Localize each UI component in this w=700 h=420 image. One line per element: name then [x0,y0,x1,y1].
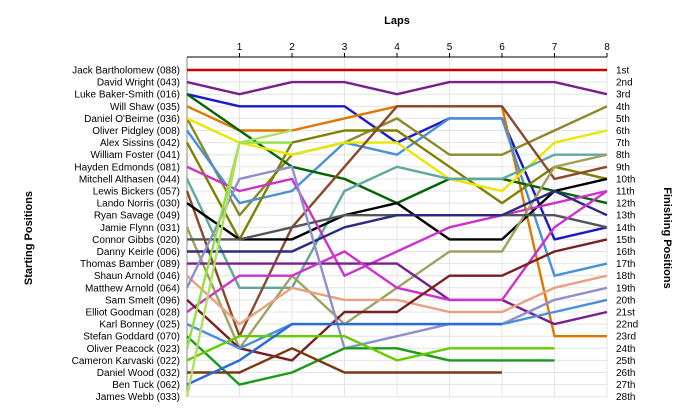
starting-position-labels: Jack Bartholomew (088)David Wright (043)… [72,66,180,404]
start-position-label: Matthew Arnold (064) [85,283,180,294]
series-line [185,105,608,217]
finish-position-label: 9th [616,162,630,173]
x-tick-label: 2 [289,42,295,53]
series-line [186,80,608,96]
finish-position-label: 26th [616,368,635,379]
start-position-label: Oliver Pidgley (008) [92,126,180,137]
series-line [185,165,608,350]
finish-position-label: 19th [616,283,635,294]
start-position-label: Ryan Savage (049) [94,211,180,222]
series-line [186,274,608,326]
start-position-label: Connor Gibbs (020) [92,235,180,246]
start-position-label: Thomas Bamber (089) [80,259,180,270]
finish-position-label: 5th [616,114,630,125]
finish-position-label: 21st [616,308,635,319]
series-lines [185,68,608,397]
start-position-label: Danny Keirle (006) [97,247,180,258]
series-line [186,117,608,277]
series-line [185,105,608,338]
finish-position-label: 13th [616,211,635,222]
series-line [186,322,502,386]
series-line [186,117,608,193]
x-tick-labels: 1 2 3 4 5 6 7 8 [237,42,610,57]
series-line [186,190,608,313]
finish-position-label: 2nd [616,78,633,89]
finish-position-label: 22nd [616,320,638,331]
series-line [186,335,555,362]
x-tick-label: 3 [342,42,348,53]
start-position-label: William Foster (041) [91,150,180,161]
y-left-axis-title: Starting Positions [23,191,35,285]
finish-position-label: 16th [616,247,635,258]
finish-position-label: 11th [616,187,635,198]
start-position-label: David Wright (043) [97,78,180,89]
start-position-label: Luke Baker-Smith (016) [74,90,180,101]
finish-position-label: 18th [616,271,635,282]
finish-position-label: 14th [616,223,635,234]
series-line [187,189,608,253]
start-position-label: James Webb (033) [96,392,180,403]
series-line [186,165,608,277]
y-right-axis-title: Finishing Positions [661,187,673,288]
finish-position-label: 23rd [616,332,636,343]
finish-position-label: 28th [616,392,635,403]
finish-position-label: 10th [616,174,635,185]
start-position-label: Oliver Peacock (023) [87,344,180,355]
start-position-label: Will Shaw (035) [110,102,180,113]
finish-position-label: 15th [616,235,635,246]
start-position-label: Daniel Wood (032) [97,368,180,379]
start-position-label: Mitchell Althasen (044) [79,174,180,185]
start-position-label: Stefan Goddard (070) [83,332,180,343]
series-line [187,347,502,374]
start-position-label: Lewis Bickers (057) [93,187,180,198]
finish-position-label: 8th [616,150,630,161]
start-position-label: Lando Norris (030) [97,199,180,210]
start-position-label: Ben Tuck (062) [112,380,180,391]
finish-position-label: 4th [616,102,630,113]
x-tick-label: 5 [447,42,453,53]
finish-position-label: 6th [616,126,630,137]
start-position-label: Sam Smelt (096) [105,295,180,306]
finish-position-label: 17th [616,259,635,270]
finishing-position-labels: 1st2nd3rd4th5th6th7th8th9th10th11th12th1… [616,66,638,404]
finish-position-label: 1st [616,66,630,77]
x-tick-label: 8 [604,42,610,53]
finish-position-label: 27th [616,380,635,391]
finish-position-label: 7th [616,138,630,149]
series-line [186,238,608,362]
start-position-label: Jamie Flynn (031) [100,223,180,234]
start-position-label: Hayden Edmonds (081) [74,162,180,173]
start-position-label: Elliot Goodman (028) [86,308,181,319]
finish-position-label: 3rd [616,90,630,101]
x-tick-label: 7 [552,42,558,53]
series-line [185,153,607,289]
chart-title: Laps [384,15,410,27]
start-position-label: Shaun Arnold (046) [94,271,180,282]
series-line [185,129,608,241]
x-tick-label: 4 [394,42,400,53]
finish-position-label: 24th [616,344,635,355]
start-position-label: Karl Bonney (025) [99,320,180,331]
start-position-label: Jack Bartholomew (088) [72,66,180,77]
finish-position-label: 25th [616,356,635,367]
start-position-label: Alex Sissins (042) [100,138,180,149]
finish-position-label: 12th [616,199,635,210]
finish-position-label: 20th [616,295,635,306]
x-tick-label: 1 [237,42,243,53]
series-line [185,129,293,397]
start-position-label: Cameron Karvaski (022) [72,356,180,367]
x-tick-label: 6 [499,42,505,53]
start-position-label: Daniel O'Beirne (036) [84,114,180,125]
